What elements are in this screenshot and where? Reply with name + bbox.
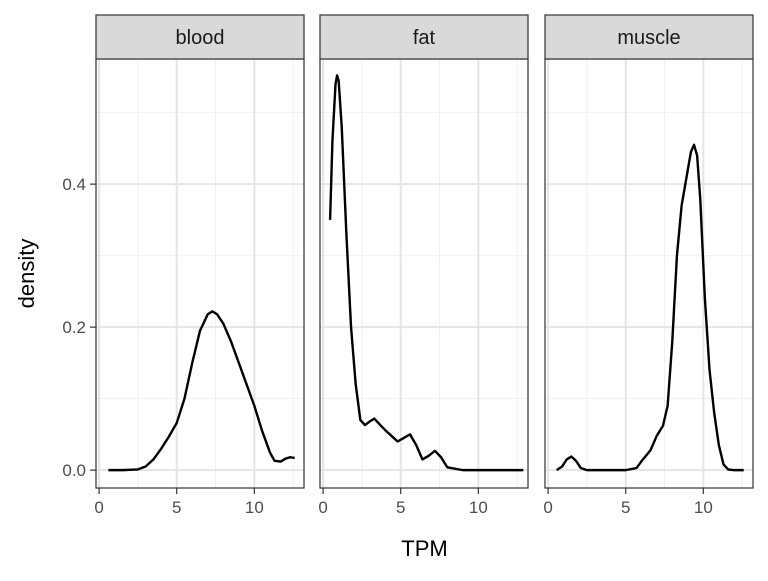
strip-background — [544, 14, 754, 60]
panel-background — [320, 59, 528, 488]
panel-background — [545, 59, 753, 488]
x-tick-label: 5 — [396, 498, 405, 517]
y-axis-title: density — [14, 239, 39, 309]
x-tick-label: 0 — [94, 498, 103, 517]
y-tick-label: 0.4 — [62, 175, 86, 194]
facet-panels: blood 0 5 10 0.0 0.2 0.4 fat 0 5 10 muscle 0 5 10 — [62, 14, 754, 517]
density-line-muscle — [555, 143, 744, 472]
x-tick-label: 5 — [621, 498, 630, 517]
x-tick-label: 10 — [245, 498, 264, 517]
y-tick-label: 0.2 — [62, 318, 86, 337]
y-tick-label: 0.0 — [62, 461, 86, 480]
x-tick-label: 0 — [318, 498, 327, 517]
density-line-fat — [328, 74, 524, 472]
x-axis-title: TPM — [401, 536, 447, 561]
strip-background — [95, 14, 305, 60]
facet-muscle: muscle 0 5 10 — [543, 14, 754, 517]
density-line-blood — [108, 310, 295, 472]
facet-blood: blood 0 5 10 0.0 0.2 0.4 — [62, 14, 305, 517]
strip-label: blood — [176, 27, 225, 49]
facet-fat: fat 0 5 10 — [318, 14, 529, 517]
panel-background — [96, 59, 304, 488]
x-tick-label: 5 — [172, 498, 181, 517]
strip-background — [319, 14, 529, 60]
x-tick-label: 10 — [694, 498, 713, 517]
strip-label: fat — [413, 27, 436, 49]
x-tick-label: 0 — [543, 498, 552, 517]
strip-label: muscle — [617, 27, 680, 49]
x-tick-label: 10 — [469, 498, 488, 517]
